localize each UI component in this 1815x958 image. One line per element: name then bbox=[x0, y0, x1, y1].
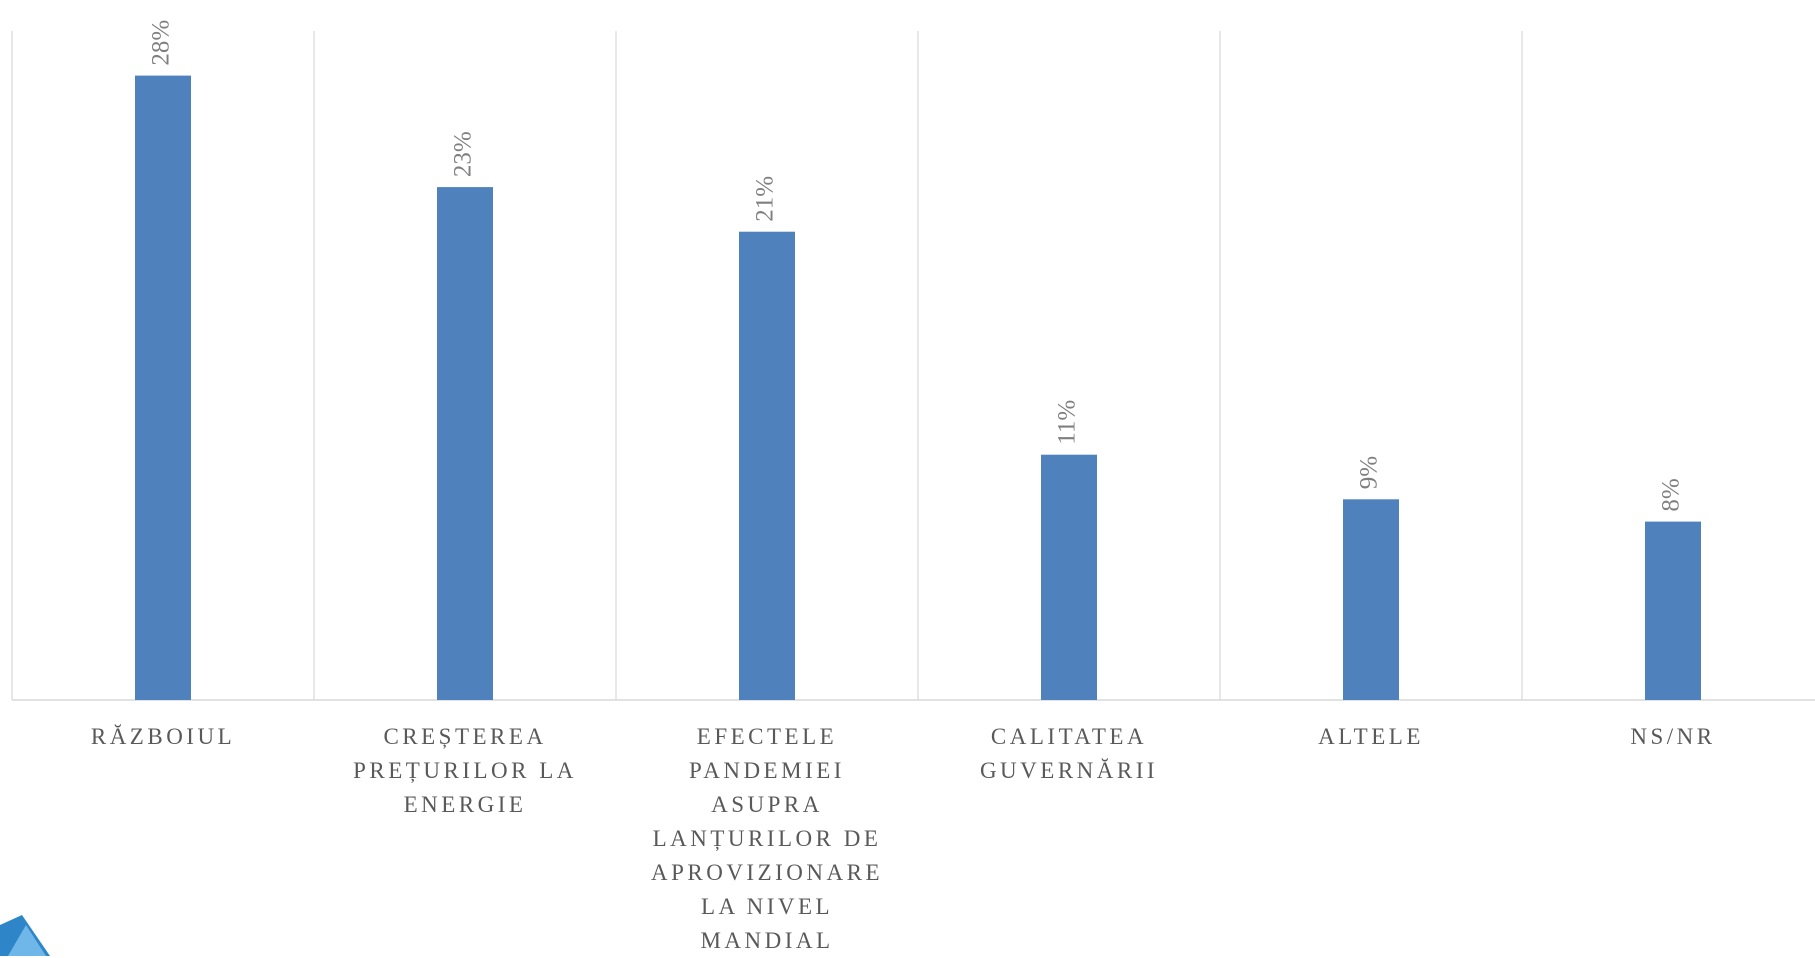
value-label: 9% bbox=[1356, 456, 1383, 489]
value-label: 11% bbox=[1054, 400, 1081, 445]
value-label: 28% bbox=[148, 20, 175, 66]
bar bbox=[1343, 499, 1399, 700]
bar bbox=[1041, 454, 1097, 700]
logo bbox=[0, 915, 50, 956]
x-tick-label: CREȘTEREA PREȚURILOR LA ENERGIE bbox=[353, 724, 577, 817]
bar bbox=[1645, 521, 1701, 700]
x-tick-label: EFECTELE PANDEMIEI ASUPRA LANȚURILOR DE … bbox=[650, 724, 884, 953]
x-tick-label: NS/NR bbox=[1630, 724, 1716, 749]
x-tick-label: CALITATEA GUVERNĂRII bbox=[979, 724, 1159, 783]
value-label: 8% bbox=[1658, 478, 1685, 511]
value-label: 21% bbox=[752, 176, 779, 222]
bar bbox=[135, 75, 191, 701]
x-tick-label: ALTELE bbox=[1318, 724, 1424, 749]
x-tick-label: RĂZBOIUL bbox=[90, 724, 236, 749]
value-label: 23% bbox=[450, 131, 477, 177]
bar bbox=[437, 187, 493, 701]
bar bbox=[739, 231, 795, 700]
